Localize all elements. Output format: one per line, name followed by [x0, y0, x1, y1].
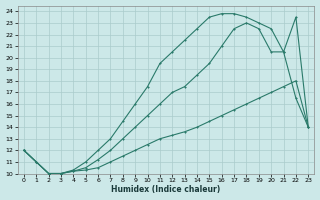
X-axis label: Humidex (Indice chaleur): Humidex (Indice chaleur) [111, 185, 221, 194]
